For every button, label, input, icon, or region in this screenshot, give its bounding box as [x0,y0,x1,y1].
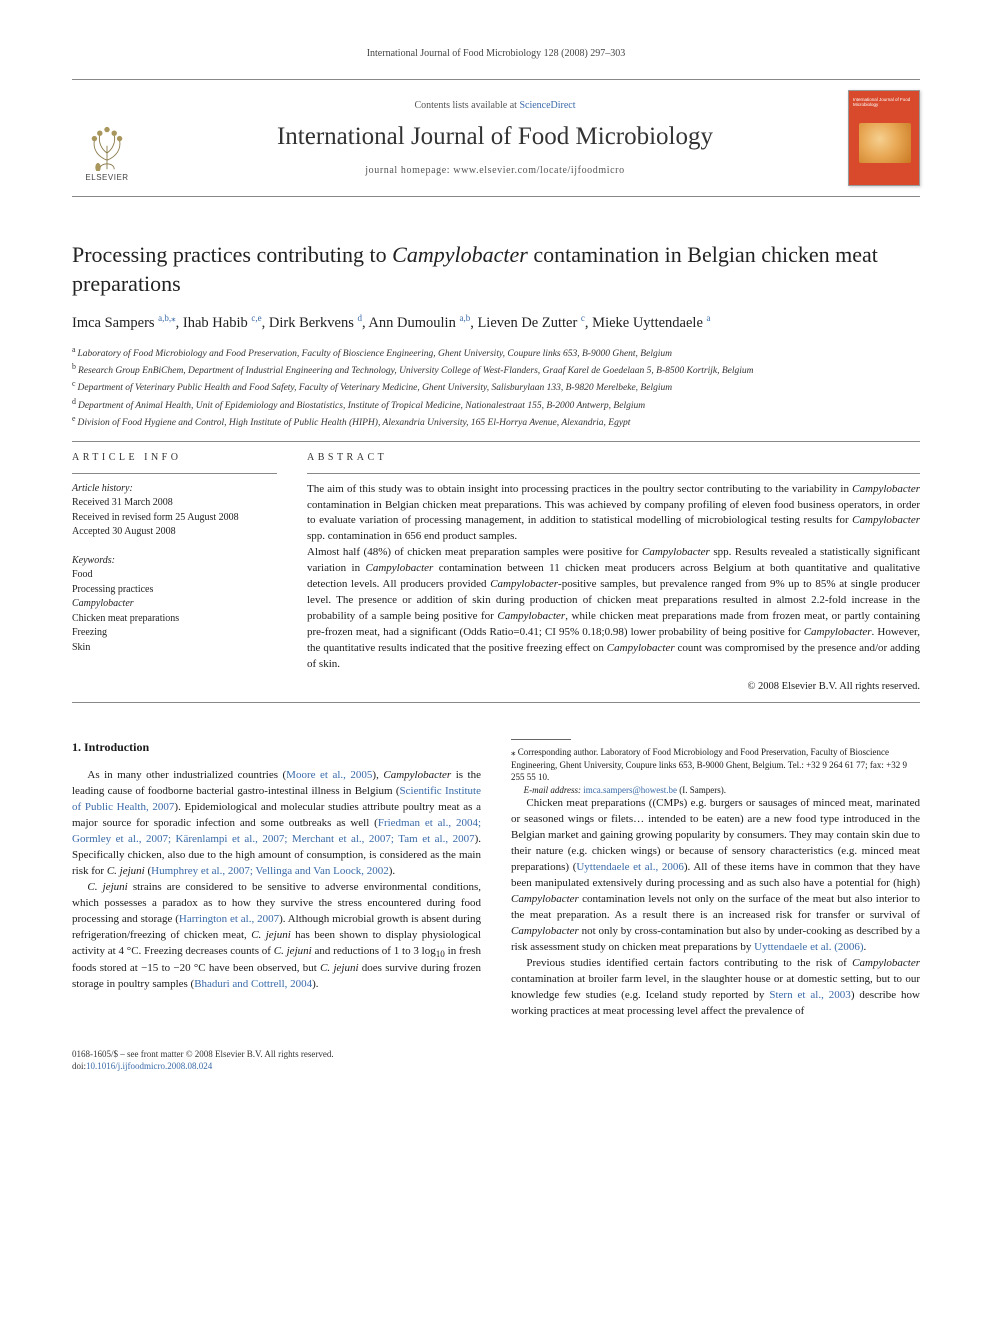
contents-prefix: Contents lists available at [414,100,519,111]
section-heading-introduction: 1. Introduction [72,739,481,756]
divider [72,473,277,474]
divider [72,702,920,703]
keyword: Skin [72,641,277,656]
author: , Ihab Habib c,e [176,315,262,331]
revised-date: Received in revised form 25 August 2008 [72,511,277,526]
history-label: Article history: [72,482,277,497]
affiliation: cDepartment of Veterinary Public Health … [72,378,920,395]
citation-link[interactable]: Uyttendaele et al. (2006) [754,941,863,953]
running-head: International Journal of Food Microbiolo… [72,48,920,59]
affiliation: eDivision of Food Hygiene and Control, H… [72,413,920,430]
intro-paragraph: C. jejuni strains are considered to be s… [72,880,481,993]
divider [72,441,920,442]
citation-link[interactable]: Moore et al., 2005 [286,769,372,781]
intro-paragraph: As in many other industrialized countrie… [72,768,481,880]
email-link[interactable]: imca.sampers@howest.be [583,785,677,795]
intro-paragraph: Previous studies identified certain fact… [511,956,920,1020]
affiliation: bResearch Group EnBiChem, Department of … [72,361,920,378]
abstract-column: ABSTRACT The aim of this study was to ob… [307,452,920,694]
keyword: Chicken meat preparations [72,612,277,627]
keywords-label: Keywords: [72,554,277,569]
keyword: Processing practices [72,583,277,598]
author: , Lieven De Zutter c [470,315,585,331]
title-italic-term: Campylobacter [392,242,528,267]
citation-link[interactable]: Uyttendaele et al., 2006 [576,861,684,873]
accepted-date: Accepted 30 August 2008 [72,525,277,540]
journal-cover-thumbnail: International Journal of Food Microbiolo… [848,90,920,186]
affiliation-marker[interactable]: c,e [251,313,261,323]
info-abstract-row: ARTICLE INFO Article history: Received 3… [72,452,920,694]
abstract-text: The aim of this study was to obtain insi… [307,482,920,694]
contents-available-line: Contents lists available at ScienceDirec… [152,100,838,111]
keyword: Freezing [72,626,277,641]
title-pre: Processing practices contributing to [72,242,392,267]
corresponding-author-footnote: ⁎ Corresponding author. Laboratory of Fo… [511,746,920,784]
elsevier-tree-icon [80,117,134,171]
abstract-heading: ABSTRACT [307,452,920,463]
article-history: Article history: Received 31 March 2008 … [72,482,277,540]
sciencedirect-link[interactable]: ScienceDirect [519,100,575,111]
divider [307,473,920,474]
citation-link[interactable]: Bhaduri and Cottrell, 2004 [194,978,312,990]
footer-left: 0168-1605/$ – see front matter © 2008 El… [72,1048,334,1073]
journal-homepage-line: journal homepage: www.elsevier.com/locat… [152,165,838,176]
author: , Ann Dumoulin a,b [362,315,470,331]
masthead-center: Contents lists available at ScienceDirec… [142,90,848,186]
page-footer: 0168-1605/$ – see front matter © 2008 El… [72,1048,920,1073]
author: Imca Sampers a,b,⁎ [72,315,176,331]
affiliation-marker[interactable]: a [707,313,711,323]
author: , Dirk Berkvens d [262,315,362,331]
article-title: Processing practices contributing to Cam… [72,241,920,298]
affiliation-list: aLaboratory of Food Microbiology and Foo… [72,344,920,431]
doi-label: doi: [72,1061,86,1071]
author: , Mieke Uyttendaele a [585,315,711,331]
article-info-heading: ARTICLE INFO [72,452,277,463]
doi-link[interactable]: 10.1016/j.ijfoodmicro.2008.08.024 [86,1061,212,1071]
keywords-block: Keywords: Food Processing practices Camp… [72,554,277,656]
publisher-name: ELSEVIER [85,173,128,182]
citation-link[interactable]: Stern et al., 2003 [769,989,850,1001]
body-text: 1. Introduction As in many other industr… [72,739,920,1020]
publisher-logo: ELSEVIER [72,90,142,186]
intro-paragraph: Chicken meat preparations ((CMPs) e.g. b… [511,796,920,955]
homepage-prefix: journal homepage: [365,165,453,176]
author-list: Imca Sampers a,b,⁎, Ihab Habib c,e, Dirk… [72,312,920,333]
homepage-url[interactable]: www.elsevier.com/locate/ijfoodmicro [453,165,624,176]
citation-link[interactable]: Harrington et al., 2007 [179,913,279,925]
email-footnote: E-mail address: imca.sampers@howest.be (… [511,784,920,797]
affiliation: dDepartment of Animal Health, Unit of Ep… [72,396,920,413]
keyword: Food [72,568,277,583]
keyword: Campylobacter [72,597,277,612]
article-info-column: ARTICLE INFO Article history: Received 3… [72,452,277,694]
footnote-divider [511,739,571,740]
journal-masthead: ELSEVIER Contents lists available at Sci… [72,79,920,197]
affiliation-marker[interactable]: a,b [459,313,470,323]
cover-image-icon [859,123,911,163]
received-date: Received 31 March 2008 [72,496,277,511]
copyright-line: © 2008 Elsevier B.V. All rights reserved… [307,679,920,694]
cover-title: International Journal of Food Microbiolo… [853,97,915,107]
journal-name: International Journal of Food Microbiolo… [152,123,838,151]
affiliation-marker[interactable]: a,b, [158,313,171,323]
citation-link[interactable]: Humphrey et al., 2007; Vellinga and Van … [151,865,389,877]
affiliation: aLaboratory of Food Microbiology and Foo… [72,344,920,361]
issn-copyright: 0168-1605/$ – see front matter © 2008 El… [72,1048,334,1061]
